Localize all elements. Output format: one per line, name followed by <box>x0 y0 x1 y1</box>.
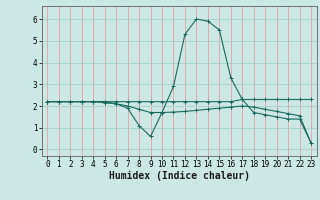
X-axis label: Humidex (Indice chaleur): Humidex (Indice chaleur) <box>109 171 250 181</box>
